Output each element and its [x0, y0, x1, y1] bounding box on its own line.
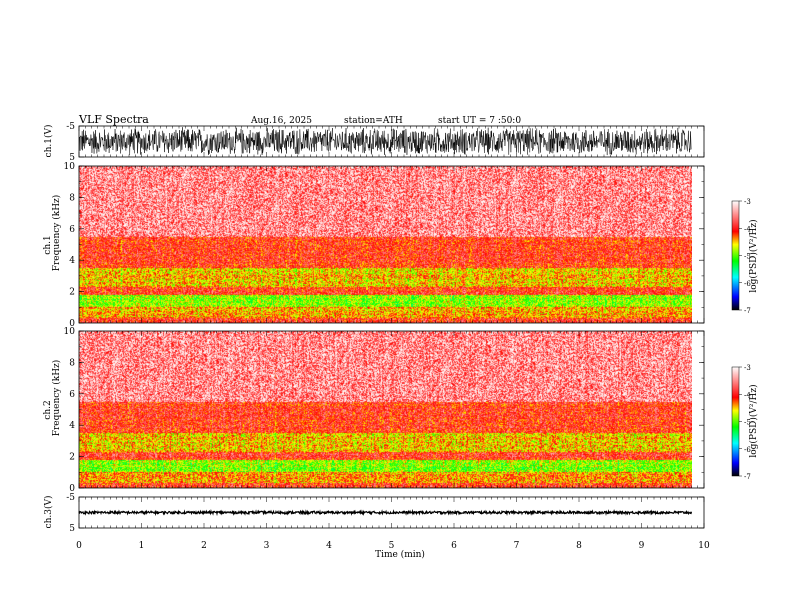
ch1-ylabel: ch.1(V): [43, 125, 54, 158]
ch1-spec-ylabel: ch.1: [43, 235, 53, 254]
ch2-spectrogram-colorbar-tick-label: -4: [744, 391, 751, 399]
ch2-spectrogram-ytick-label: 8: [69, 358, 75, 368]
ch1-spectrogram-ytick-label: 6: [69, 225, 75, 235]
x-tick-label: 0: [76, 541, 82, 551]
ch1-waveform-ytick-label: -5: [66, 122, 75, 132]
ch1-spectrogram-colorbar-tick-label: -6: [744, 280, 751, 288]
ch1-spectrogram-colorbar-tick-label: -7: [744, 307, 751, 315]
ch1-spectrogram-ytick-label: 2: [69, 288, 75, 298]
ch1-spectrogram-ytick-label: 8: [69, 193, 75, 203]
x-tick-label: 3: [264, 541, 270, 551]
x-tick-label: 8: [576, 541, 582, 551]
ch3-waveform-panel: 5 -5: [66, 493, 705, 534]
ch1-colorbar-label: log(PSD)(V²/Hz): [748, 219, 759, 292]
x-tick-label: 6: [451, 541, 457, 551]
x-tick-label: 10: [698, 541, 710, 551]
x-tick-label: 1: [139, 541, 145, 551]
ch2-spectrogram-colorbar-tick-label: -3: [744, 364, 751, 372]
x-tick-label: 9: [639, 541, 645, 551]
ch2-spec-ylabel: ch.2: [43, 400, 53, 419]
ch1-spectrogram-ytick-label: 10: [64, 162, 76, 172]
ch3-waveform-ytick-label: -5: [66, 493, 75, 503]
ch1-spectrogram-colorbar-bar: [731, 200, 740, 311]
x-tick-label: 7: [514, 541, 520, 551]
ch1-waveform-panel: 5 -5: [66, 122, 705, 163]
start-time-label: start UT = 7 :50:0: [438, 116, 521, 126]
x-tick-label: 2: [201, 541, 207, 551]
ch1-colorbar: -3 -4 -5 -6 -7: [731, 198, 751, 315]
ch3-waveform-trace: [78, 508, 693, 517]
x-tick-label: 5: [389, 541, 395, 551]
ch2-spectrogram-ytick-label: 10: [64, 327, 76, 337]
ch3-waveform-ytick-label: 5: [69, 524, 75, 534]
figure-title: VLF Spectra: [78, 113, 149, 126]
ch2-spec-ylabel2: Frequency (kHz): [51, 360, 62, 437]
ch1-spectrogram-colorbar-tick-label: -5: [744, 253, 751, 261]
ch1-spectrogram-ytick-label: 0: [69, 319, 75, 329]
time-axis: 0 1 2 3 4 5 6 7 8 9 10: [76, 541, 710, 551]
ch1-spectrogram-colorbar-tick-label: -3: [744, 198, 751, 206]
ch2-spectrogram-panel: 0 2 4 6 8 10: [64, 327, 705, 494]
ch1-spec-ylabel2: Frequency (kHz): [51, 195, 62, 272]
ch2-spectrogram-colorbar-tick-label: -6: [744, 446, 751, 454]
ch1-spectrogram-colorbar-tick-label: -4: [744, 225, 751, 233]
ch2-spectrogram-colorbar-tick-label: -5: [744, 419, 751, 427]
ch1-spectrogram-image: [79, 166, 692, 323]
ch1-spectrogram-ytick-label: 4: [69, 256, 75, 266]
ch2-spectrogram-ytick-label: 0: [69, 484, 75, 494]
ch2-spectrogram-ytick-label: 4: [69, 421, 75, 431]
ch2-colorbar-label: log(PSD)(V²/Hz): [748, 384, 759, 457]
ch2-spectrogram-image: [79, 331, 692, 488]
x-axis-label: Time (min): [375, 549, 425, 560]
ch2-spectrogram-ytick-label: 6: [69, 390, 75, 400]
ch1-waveform-ytick-label: 5: [69, 153, 75, 163]
station-label: station=ATH: [344, 116, 403, 126]
ch1-spectrogram-panel: 0 2 4 6 8 10: [64, 162, 705, 329]
ch3-ylabel: ch.3(V): [43, 496, 54, 529]
x-tick-label: 4: [326, 541, 332, 551]
ch2-spectrogram-ytick-label: 2: [69, 453, 75, 463]
ch1-waveform-trace: [78, 127, 692, 156]
ch2-colorbar: -3 -4 -5 -6 -7: [731, 364, 751, 481]
ch2-spectrogram-colorbar-tick-label: -7: [744, 473, 751, 481]
date-label: Aug.16, 2025: [250, 116, 312, 126]
ch2-spectrogram-colorbar-bar: [731, 366, 740, 477]
